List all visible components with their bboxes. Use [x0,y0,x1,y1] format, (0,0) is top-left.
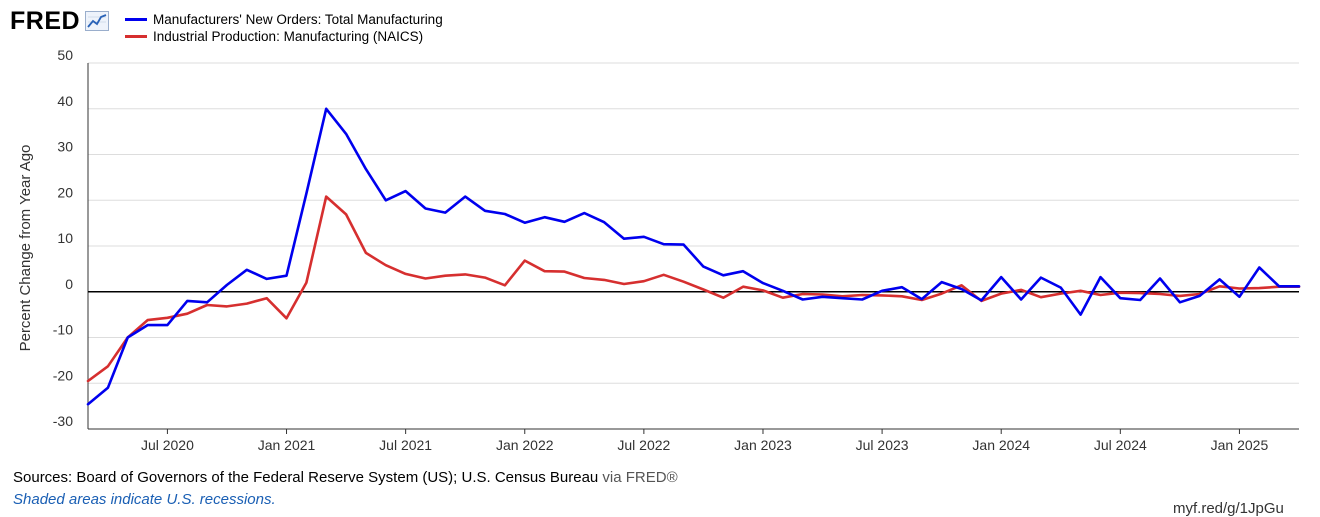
x-tick-label: Jul 2023 [856,437,909,453]
x-tick-label: Jul 2024 [1094,437,1147,453]
y-tick-label: 50 [57,47,73,63]
grid-layer [88,63,1299,429]
x-tick-label: Jan 2025 [1211,437,1269,453]
x-tick-label: Jul 2021 [379,437,432,453]
y-tick-label: 30 [57,139,73,155]
line-chart[interactable]: -30 -20 -10 0 10 20 30 40 50 Jul 2020 Jan 2021 Jul … [0,0,1320,470]
y-tick-label: 40 [57,93,73,109]
via-fred-text: via FRED® [602,469,677,486]
x-tick-label: Jan 2021 [258,437,316,453]
y-tick-label: -20 [53,367,73,383]
sources-note: Sources: Board of Governors of the Feder… [13,469,678,486]
series-layer [88,109,1299,405]
y-axis-title: Percent Change from Year Ago [17,145,34,352]
x-tick-label: Jan 2024 [972,437,1030,453]
x-tick-label: Jul 2022 [617,437,670,453]
y-tick-label: 20 [57,184,73,200]
y-tick-label: -30 [53,413,73,429]
y-tick-label: -10 [53,322,73,338]
series-industrial-production [88,197,1299,381]
y-tick-label: 0 [65,276,73,292]
sources-text: Sources: Board of Governors of the Feder… [13,469,598,486]
x-tick-label: Jan 2023 [734,437,792,453]
axis-layer: -30 -20 -10 0 10 20 30 40 50 Jul 2020 Jan 2021 Jul … [53,47,1299,453]
short-url-link[interactable]: myf.red/g/1JpGu [1173,500,1284,517]
x-tick-label: Jan 2022 [496,437,554,453]
x-tick-label: Jul 2020 [141,437,194,453]
y-tick-label: 10 [57,230,73,246]
recession-note: Shaded areas indicate U.S. recessions. [13,491,276,508]
series-new-orders [88,109,1299,405]
new-orders-line [88,109,1299,405]
industrial-production-line [88,197,1299,381]
